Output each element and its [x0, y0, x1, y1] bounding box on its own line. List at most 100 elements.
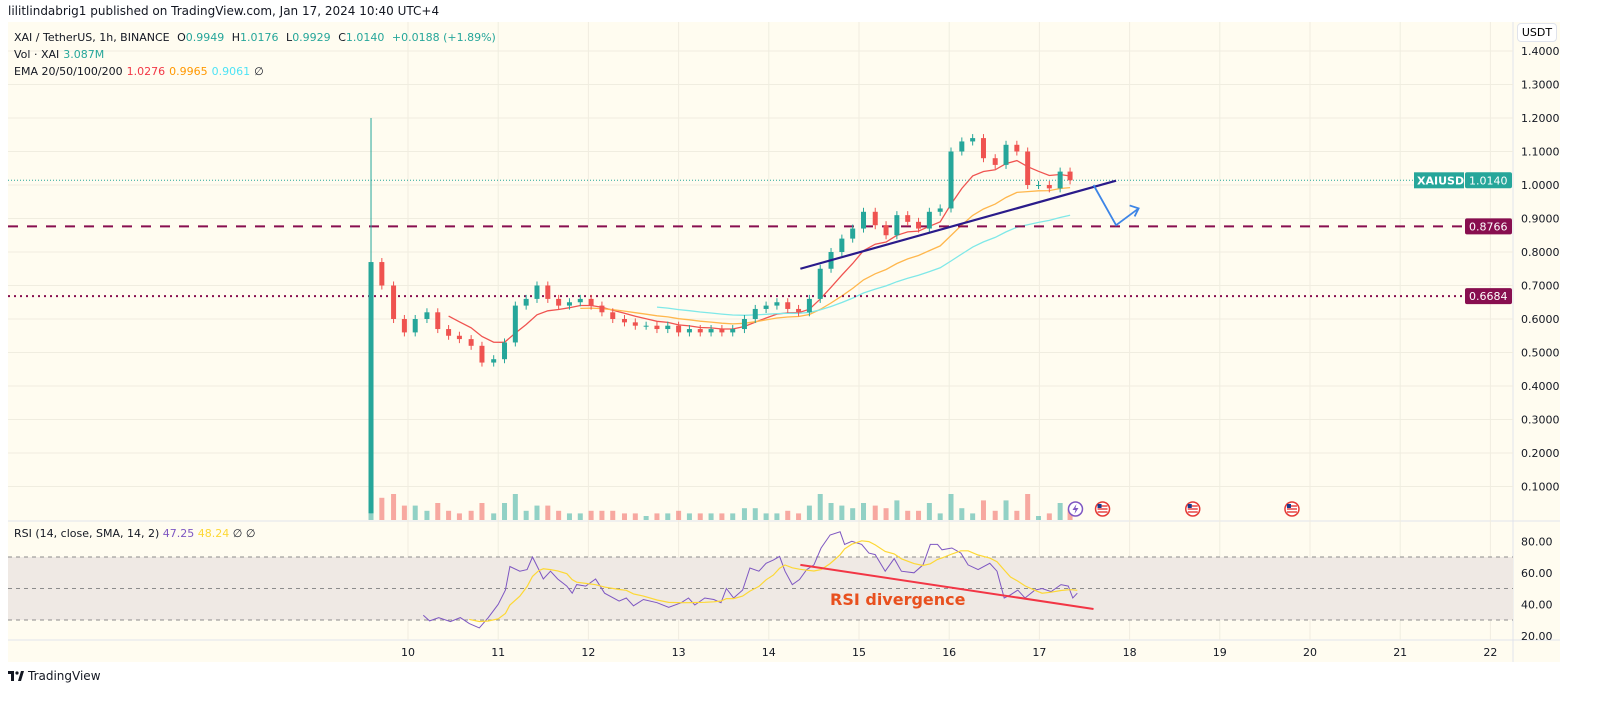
price-tick-label: 1.2000	[1521, 112, 1560, 125]
volume-bar	[401, 505, 407, 520]
time-tick-label: 11	[491, 646, 505, 659]
publisher-line: lilitlindabrig1 published on TradingView…	[8, 4, 440, 18]
volume-bar	[566, 513, 572, 520]
price-tick-label: 0.2000	[1521, 447, 1560, 460]
close-label: C	[338, 31, 346, 44]
time-tick-label: 13	[672, 646, 686, 659]
price-tick-label: 0.5000	[1521, 347, 1560, 360]
ohlc-open: O0.9949	[177, 31, 224, 44]
rsi-sma-line	[469, 540, 1078, 623]
price-axis[interactable]	[1513, 22, 1560, 662]
brand-name: TradingView	[28, 669, 101, 683]
rsi-divergence-line	[800, 563, 1094, 610]
volume-bar	[676, 510, 682, 520]
candle-body	[905, 215, 911, 222]
candle-body	[796, 308, 802, 313]
candle-body	[456, 335, 462, 340]
ema-legend: EMA 20/50/100/200 1.0276 0.9965 0.9061 ∅	[14, 63, 500, 80]
volume-bar	[839, 505, 845, 520]
rsi-lower-value: ∅	[245, 527, 256, 540]
candle-body	[894, 215, 900, 236]
volume-bar	[828, 503, 834, 520]
volume-bar	[1014, 510, 1020, 520]
candle-body	[948, 151, 954, 209]
candle-body	[980, 138, 986, 159]
price-label: 1.0140	[1469, 174, 1508, 187]
candle-body	[599, 305, 605, 313]
candle-body	[774, 302, 780, 306]
projection-arrow	[1092, 184, 1140, 227]
volume-bar	[894, 500, 900, 520]
arrowhead-icon	[1129, 204, 1140, 217]
volume-bar	[1035, 516, 1041, 520]
candle-body	[379, 262, 385, 286]
volume-bar	[992, 510, 998, 520]
volume-bar	[948, 494, 954, 520]
time-tick-label: 18	[1123, 646, 1137, 659]
rsi-legend: RSI (14, close, SMA, 14, 2) 47.25 48.24 …	[14, 527, 255, 540]
volume-bar	[621, 513, 627, 520]
rsi-divergence-annotation[interactable]: RSI divergence	[830, 590, 966, 609]
candle-body	[926, 211, 932, 229]
price-tick-label: 0.7000	[1521, 280, 1560, 293]
time-tick-label: 15	[852, 646, 866, 659]
volume-bar	[556, 510, 562, 520]
candle-body	[916, 221, 922, 229]
candle-body	[883, 225, 889, 236]
high-value: 1.0176	[240, 31, 279, 44]
candle-body	[491, 359, 497, 363]
time-tick-label: 10	[401, 646, 415, 659]
volume-bar	[806, 505, 812, 520]
volume-bar	[491, 513, 497, 520]
price-tick-label: 0.6000	[1521, 313, 1560, 326]
time-tick-label: 22	[1483, 646, 1497, 659]
volume-label[interactable]: Vol · XAI	[14, 48, 60, 61]
time-tick-label: 20	[1303, 646, 1317, 659]
volume-bar	[861, 503, 867, 520]
candle-body	[665, 325, 671, 330]
ema50-value: 0.9965	[169, 65, 208, 78]
low-label: L	[286, 31, 293, 44]
volume-bar	[785, 510, 791, 520]
volume-bar	[479, 503, 485, 520]
volume-bar	[1057, 503, 1063, 520]
volume-bar	[412, 505, 418, 520]
rsi-upper-value: ∅	[232, 527, 243, 540]
volume-bar	[1025, 494, 1031, 520]
candle-body	[588, 298, 594, 306]
candle-body	[686, 329, 692, 333]
volume-bar	[424, 510, 430, 520]
price-tick-label: 0.3000	[1521, 414, 1560, 427]
candle-body	[697, 329, 703, 333]
candle-body	[512, 305, 518, 343]
volume-bar	[632, 513, 638, 520]
rsi-label[interactable]: RSI (14, close, SMA, 14, 2)	[14, 527, 160, 540]
candle-body	[839, 238, 845, 252]
rsi-tick-label: 40.00	[1521, 598, 1553, 611]
volume-bar	[577, 513, 583, 520]
open-label: O	[177, 31, 186, 44]
candle-body	[654, 325, 660, 330]
symbol-name[interactable]: XAI / TetherUS, 1h, BINANCE	[14, 31, 170, 44]
price-tick-label: 0.4000	[1521, 380, 1560, 393]
volume-bar	[643, 516, 649, 520]
candle-body	[872, 211, 878, 226]
volume-bar	[686, 513, 692, 520]
volume-bar	[523, 510, 529, 520]
candle-body	[1046, 185, 1052, 189]
volume-bar	[774, 513, 780, 520]
currency-button[interactable]: USDT	[1517, 23, 1557, 42]
candle-body	[937, 208, 943, 212]
flag-canton	[1187, 504, 1192, 508]
rsi-value: 47.25	[162, 527, 195, 540]
ema200-value: ∅	[254, 65, 264, 78]
price-tick-label: 1.3000	[1521, 79, 1560, 92]
volume-bar	[502, 503, 508, 520]
candle-body	[752, 308, 758, 319]
ohlc-low: L0.9929	[286, 31, 331, 44]
price-label-bg	[1465, 172, 1512, 189]
volume-bar	[391, 494, 397, 520]
ema-label[interactable]: EMA 20/50/100/200	[14, 65, 123, 78]
volume-bar	[534, 505, 540, 520]
